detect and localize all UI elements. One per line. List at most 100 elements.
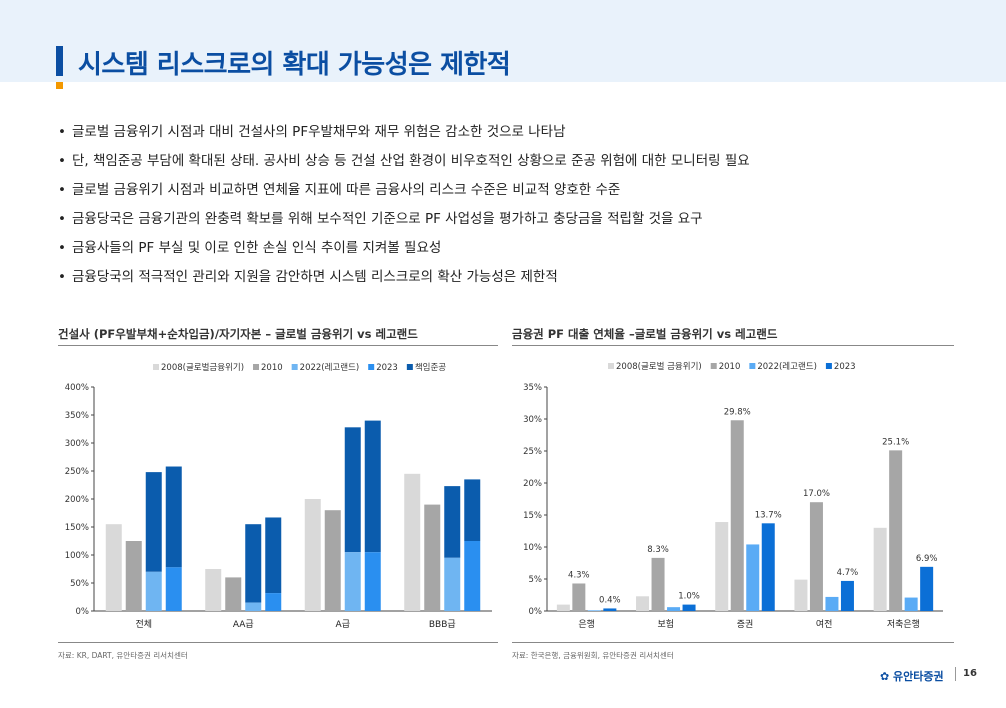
- bullet-marker: •: [58, 240, 66, 256]
- chart2-bar: [651, 557, 665, 611]
- chart2-bar: [746, 544, 760, 611]
- bullet-text: 금융당국의 적극적인 관리와 지원을 감안하면 시스템 리스크로의 확산 가능성…: [72, 269, 558, 285]
- chart1-bar: [265, 593, 282, 611]
- chart1-legend-swatch: [368, 364, 375, 370]
- chart1-y-tick-label: 150%: [65, 523, 89, 533]
- bullet-item: • 금융당국의 적극적인 관리와 지원을 감안하면 시스템 리스크로의 확산 가능…: [58, 263, 958, 292]
- chart2-bar: [730, 420, 744, 611]
- chart2-bar: [761, 523, 775, 611]
- chart2-bar: [587, 610, 601, 611]
- bullet-text: 단, 책임준공 부담에 확대된 상태. 공사비 상승 등 건설 산업 환경이 비…: [72, 153, 750, 169]
- chart1-bar: [225, 577, 242, 611]
- bullet-marker: •: [58, 269, 66, 285]
- bullet-item: • 금융당국은 금융기관의 완충력 확보를 위해 보수적인 기준으로 PF 사업성…: [58, 205, 958, 234]
- chart1-bar-stacked: [145, 472, 162, 572]
- bullet-marker: •: [58, 124, 66, 140]
- chart1-bar-stacked: [344, 427, 361, 553]
- chart1-bar-stacked: [265, 517, 282, 594]
- chart2-data-label: 6.9%: [916, 554, 938, 564]
- chart1-bar-stacked: [364, 420, 381, 553]
- chart2-bar: [715, 522, 729, 611]
- chart2-bar: [556, 604, 570, 611]
- page-title: 시스템 리스크로의 확대 가능성은 제한적: [78, 50, 511, 80]
- chart2-legend-swatch: [608, 363, 614, 369]
- chart2-x-tick-label: 보험: [658, 619, 675, 630]
- chart2-legend-swatch: [749, 363, 756, 369]
- chart2-bar: [667, 607, 681, 611]
- chart1-bar: [404, 473, 421, 611]
- chart1-y-tick-label: 0%: [76, 607, 90, 617]
- chart2-data-label: 1.0%: [678, 592, 700, 602]
- chart1-legend-swatch: [153, 364, 159, 370]
- chart2-bar: [920, 566, 934, 611]
- chart2-bar: [603, 608, 617, 611]
- chart1-bar: [205, 569, 222, 611]
- chart2-legend-swatch: [710, 363, 717, 369]
- header-band: [0, 0, 1006, 82]
- chart2-y-tick-label: 30%: [523, 415, 542, 425]
- bullet-marker: •: [58, 211, 66, 227]
- chart1-y-tick-label: 100%: [65, 551, 89, 561]
- chart2-svg: 0% 5% 10% 15% 20% 25% 30% 35% 2008(글로벌 금융위기) 2010…: [523, 361, 943, 630]
- chart1-bar: [364, 552, 381, 611]
- chart2-data-label: 13.7%: [755, 510, 782, 520]
- company-logo: ✿ 유안타증권: [880, 670, 944, 683]
- chart1-bar-stacked: [165, 466, 182, 568]
- chart2-y-tick-label: 0%: [529, 607, 543, 617]
- chart1-bar: [105, 524, 122, 611]
- chart2-data-label: 0.4%: [599, 595, 621, 605]
- title-accent-square: [56, 82, 63, 89]
- chart1-bar-stacked: [444, 486, 461, 558]
- chart1-legend-label: 책임준공: [415, 362, 446, 373]
- chart1-bar: [464, 541, 481, 611]
- chart2-y-tick-label: 35%: [523, 383, 542, 393]
- chart2-bar: [572, 583, 586, 611]
- chart1-bar: [245, 602, 262, 611]
- chart2-bar: [636, 596, 650, 611]
- bullet-item: • 글로벌 금융위기 시점과 비교하면 연체율 지표에 따른 금융사의 리스크 수…: [58, 176, 958, 205]
- title-accent-bar: [56, 46, 63, 76]
- bullet-marker: •: [58, 153, 66, 169]
- chart2-legend-label: 2010: [719, 362, 741, 372]
- chart2-bar: [809, 502, 823, 611]
- chart1-x-tick-label: A급: [336, 619, 350, 630]
- chart1-bar: [304, 499, 321, 611]
- chart2-bottom-rule: [512, 642, 954, 643]
- chart2-x-tick-label: 증권: [737, 618, 754, 630]
- chart2-data-label: 8.3%: [647, 545, 669, 555]
- chart2-title: 금융권 PF 대출 연체율 –글로벌 금융위기 vs 레고랜드: [512, 327, 778, 341]
- chart2-data-label: 29.8%: [724, 407, 751, 417]
- bullet-list: • 글로벌 금융위기 시점과 대비 건설사의 PF우발채무와 재무 위험은 감소한…: [58, 118, 958, 292]
- chart1-bar-stacked: [245, 524, 262, 603]
- chart1-bar: [424, 504, 441, 611]
- chart2-title-rule: [512, 345, 954, 346]
- chart2-bar: [840, 580, 854, 611]
- chart2-source: 자료: 한국은행, 금융위원회, 유안타증권 리서치센터: [512, 651, 674, 660]
- chart1-x-tick-label: AA급: [233, 619, 254, 630]
- bullet-marker: •: [58, 182, 66, 198]
- chart1-svg: 0% 50% 100% 150% 200% 250% 300% 350% 400% 2008(글로…: [65, 362, 492, 630]
- chart2-bar: [904, 597, 918, 611]
- chart2-data-label: 4.3%: [568, 570, 590, 580]
- chart1-bar: [344, 552, 361, 611]
- bullet-item: • 금융사들의 PF 부실 및 이로 인한 손실 인식 추이를 지켜볼 필요성: [58, 234, 958, 263]
- footer-separator: [955, 667, 956, 681]
- chart2-y-tick-label: 25%: [523, 447, 542, 457]
- chart2-y-tick-label: 10%: [523, 543, 542, 553]
- chart2-y-tick-label: 20%: [523, 479, 542, 489]
- chart1-legend-label: 2008(글로벌금융위기): [161, 362, 244, 373]
- company-logo-text: 유안타증권: [893, 670, 944, 683]
- chart1-bar: [444, 557, 461, 611]
- chart1-source: 자료: KR, DART, 유안타증권 리서치센터: [58, 651, 188, 660]
- chart1-y-tick-label: 50%: [70, 579, 89, 589]
- chart2-data-label: 4.7%: [837, 568, 859, 578]
- chart1-legend-swatch: [291, 364, 298, 370]
- chart2-bar: [873, 527, 887, 611]
- bullet-item: • 글로벌 금융위기 시점과 대비 건설사의 PF우발채무와 재무 위험은 감소한…: [58, 118, 958, 147]
- chart1-x-tick-label: BBB급: [429, 619, 456, 630]
- chart1-bar: [145, 571, 162, 611]
- chart1-legend-swatch: [406, 364, 413, 370]
- bullet-text: 금융당국은 금융기관의 완충력 확보를 위해 보수적인 기준으로 PF 사업성을…: [72, 211, 703, 227]
- chart1-legend-swatch: [253, 364, 260, 370]
- chart2-data-label: 17.0%: [803, 489, 830, 499]
